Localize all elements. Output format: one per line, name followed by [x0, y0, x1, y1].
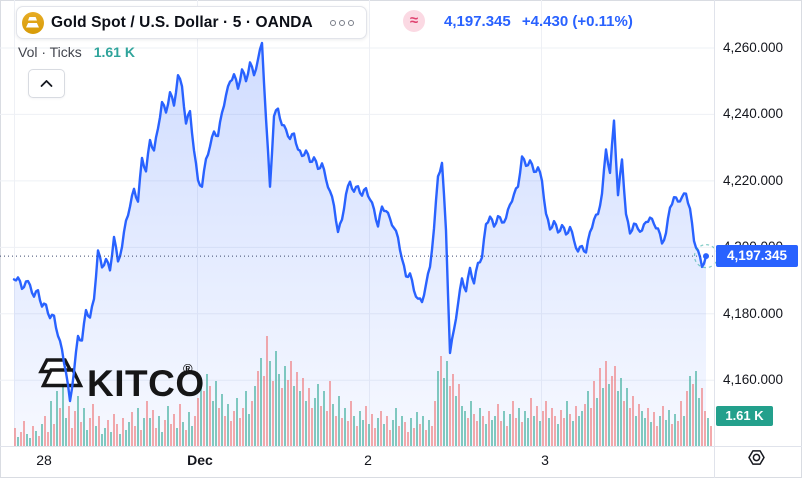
- volume-badge: 1.61 K: [716, 406, 773, 426]
- price-axis-label: 4,180.000: [723, 305, 784, 321]
- price-axis[interactable]: 4,260.0004,240.0004,220.0004,200.0004,18…: [714, 0, 802, 446]
- price-axis-label: 4,160.000: [723, 372, 784, 388]
- volume-indicator-value: 1.61 K: [93, 44, 135, 60]
- volume-indicator-label: Vol · Ticks: [18, 44, 82, 60]
- symbol-title: Gold Spot / U.S. Dollar · 5 · OANDA: [51, 13, 313, 31]
- more-dots-icon[interactable]: [329, 19, 354, 26]
- price-change-value: +4.430 (+0.11%): [521, 13, 633, 30]
- price-axis-separator: [714, 0, 715, 478]
- price-axis-label: 4,220.000: [723, 172, 784, 188]
- time-axis-label: 2: [364, 452, 372, 468]
- last-price-dot: [703, 253, 709, 260]
- volume-indicator-row: Vol · Ticks 1.61 K: [18, 44, 135, 60]
- time-axis-separator: [0, 446, 802, 447]
- svg-text:®: ®: [183, 361, 193, 376]
- chevron-up-icon: [40, 80, 53, 87]
- time-axis-label: Dec: [187, 452, 213, 468]
- last-price-value: 4,197.345: [444, 13, 511, 30]
- volume-bars: [14, 336, 712, 446]
- time-axis-label: 28: [36, 452, 52, 468]
- gold-bars-icon: [22, 11, 44, 34]
- approx-equal-icon[interactable]: ≈: [403, 10, 425, 32]
- last-price-badge: 4,197.345: [716, 245, 798, 267]
- price-axis-label: 4,240.000: [723, 106, 784, 122]
- area-fill: [14, 43, 706, 446]
- collapse-pane-button[interactable]: [28, 69, 65, 98]
- price-axis-label: 4,260.000: [723, 39, 784, 55]
- symbol-header-button[interactable]: Gold Spot / U.S. Dollar · 5 · OANDA: [16, 6, 367, 39]
- header-price-readout: 4,197.345 +4.430 (+0.11%): [444, 13, 633, 30]
- time-axis-label: 3: [541, 452, 549, 468]
- time-axis[interactable]: 28 Dec 2 3: [0, 447, 714, 478]
- kitco-watermark: KITCO®: [38, 358, 205, 404]
- hexagon-circle-icon[interactable]: [747, 448, 766, 472]
- price-line-series: [12, 41, 708, 403]
- svg-text:KITCO: KITCO: [87, 363, 205, 404]
